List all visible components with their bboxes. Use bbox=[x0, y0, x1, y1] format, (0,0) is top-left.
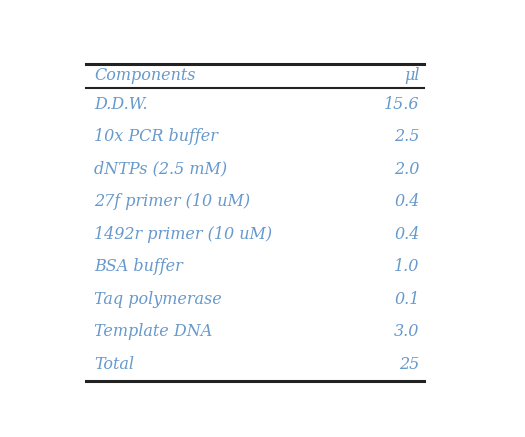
Text: 0.4: 0.4 bbox=[394, 225, 419, 243]
Text: Taq polymerase: Taq polymerase bbox=[94, 291, 222, 308]
Text: Components: Components bbox=[94, 67, 196, 84]
Text: 1492r primer (10 uM): 1492r primer (10 uM) bbox=[94, 225, 272, 243]
Text: Total: Total bbox=[94, 356, 134, 373]
Text: D.D.W.: D.D.W. bbox=[94, 96, 148, 113]
Text: 25: 25 bbox=[400, 356, 419, 373]
Text: BSA buffer: BSA buffer bbox=[94, 258, 183, 275]
Text: 1.0: 1.0 bbox=[394, 258, 419, 275]
Text: μl: μl bbox=[404, 67, 419, 84]
Text: 2.5: 2.5 bbox=[394, 128, 419, 145]
Text: 3.0: 3.0 bbox=[394, 323, 419, 340]
Text: 10x PCR buffer: 10x PCR buffer bbox=[94, 128, 218, 145]
Text: 27f primer (10 uM): 27f primer (10 uM) bbox=[94, 193, 250, 210]
Text: 2.0: 2.0 bbox=[394, 160, 419, 177]
Text: 0.1: 0.1 bbox=[394, 291, 419, 308]
Text: 0.4: 0.4 bbox=[394, 193, 419, 210]
Text: dNTPs (2.5 mM): dNTPs (2.5 mM) bbox=[94, 160, 227, 177]
Text: 15.6: 15.6 bbox=[384, 96, 419, 113]
Text: Template DNA: Template DNA bbox=[94, 323, 212, 340]
